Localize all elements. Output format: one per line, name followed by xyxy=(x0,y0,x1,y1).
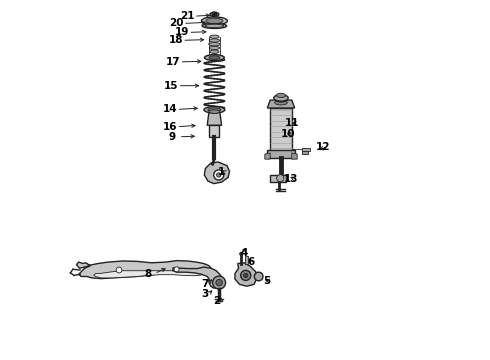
Text: 1: 1 xyxy=(218,167,225,177)
Ellipse shape xyxy=(274,95,288,101)
Polygon shape xyxy=(268,100,294,108)
Circle shape xyxy=(244,273,248,278)
Ellipse shape xyxy=(209,46,220,50)
Circle shape xyxy=(217,173,221,177)
Text: 7: 7 xyxy=(201,279,208,289)
Polygon shape xyxy=(207,112,221,125)
Polygon shape xyxy=(76,261,212,279)
Polygon shape xyxy=(268,150,294,158)
Circle shape xyxy=(212,12,217,17)
Circle shape xyxy=(174,267,179,272)
Text: 18: 18 xyxy=(169,35,183,45)
Text: 17: 17 xyxy=(166,57,180,67)
Text: 4: 4 xyxy=(241,248,248,258)
Polygon shape xyxy=(209,125,220,137)
Text: 21: 21 xyxy=(180,11,195,21)
Circle shape xyxy=(214,170,224,180)
Circle shape xyxy=(116,267,122,273)
Polygon shape xyxy=(292,153,297,159)
Circle shape xyxy=(216,279,222,286)
Polygon shape xyxy=(302,148,310,151)
Circle shape xyxy=(254,272,263,281)
Polygon shape xyxy=(173,267,223,288)
Text: 14: 14 xyxy=(163,104,177,114)
Circle shape xyxy=(240,252,243,256)
Ellipse shape xyxy=(204,55,224,60)
Text: 6: 6 xyxy=(248,257,255,267)
Text: 12: 12 xyxy=(316,142,331,152)
Ellipse shape xyxy=(201,17,227,25)
Text: 2: 2 xyxy=(213,296,220,306)
Text: 19: 19 xyxy=(175,27,189,37)
Text: 3: 3 xyxy=(202,289,209,300)
Polygon shape xyxy=(302,151,308,154)
Circle shape xyxy=(277,175,284,182)
Text: 11: 11 xyxy=(285,118,300,128)
Ellipse shape xyxy=(210,35,219,38)
Text: 13: 13 xyxy=(284,174,298,184)
Ellipse shape xyxy=(209,39,220,42)
Ellipse shape xyxy=(210,50,219,53)
Ellipse shape xyxy=(210,12,219,17)
Ellipse shape xyxy=(275,100,287,105)
Text: 9: 9 xyxy=(169,132,176,142)
Ellipse shape xyxy=(209,56,220,59)
Ellipse shape xyxy=(206,18,223,23)
Ellipse shape xyxy=(208,108,221,112)
Ellipse shape xyxy=(205,24,224,27)
Text: 8: 8 xyxy=(144,269,151,279)
Ellipse shape xyxy=(210,54,219,57)
Ellipse shape xyxy=(202,23,227,28)
Ellipse shape xyxy=(209,110,220,113)
Text: 20: 20 xyxy=(170,18,184,28)
Circle shape xyxy=(213,276,225,289)
Text: 15: 15 xyxy=(164,81,178,91)
Polygon shape xyxy=(265,153,270,159)
Ellipse shape xyxy=(276,98,286,102)
Text: 5: 5 xyxy=(263,276,270,286)
Polygon shape xyxy=(245,256,248,264)
Polygon shape xyxy=(270,108,292,151)
Text: 10: 10 xyxy=(281,129,295,139)
Polygon shape xyxy=(94,271,202,278)
Ellipse shape xyxy=(204,107,225,113)
Circle shape xyxy=(241,270,251,280)
Text: 16: 16 xyxy=(163,122,177,132)
Polygon shape xyxy=(235,263,257,286)
Ellipse shape xyxy=(276,93,286,98)
Ellipse shape xyxy=(209,42,220,46)
Polygon shape xyxy=(270,175,286,182)
Polygon shape xyxy=(204,162,229,184)
